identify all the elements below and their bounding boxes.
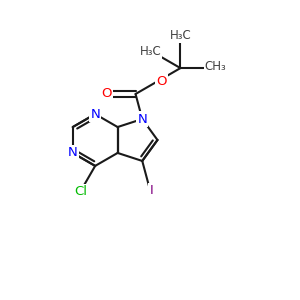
Text: O: O <box>101 88 112 100</box>
Text: I: I <box>149 184 153 197</box>
Text: H₃C: H₃C <box>140 45 161 58</box>
Text: N: N <box>137 112 147 125</box>
Text: H₃C: H₃C <box>170 29 192 42</box>
Text: CH₃: CH₃ <box>204 60 226 74</box>
Text: N: N <box>68 146 78 159</box>
Text: Cl: Cl <box>74 185 87 198</box>
Text: N: N <box>90 108 100 121</box>
Text: O: O <box>156 74 167 88</box>
